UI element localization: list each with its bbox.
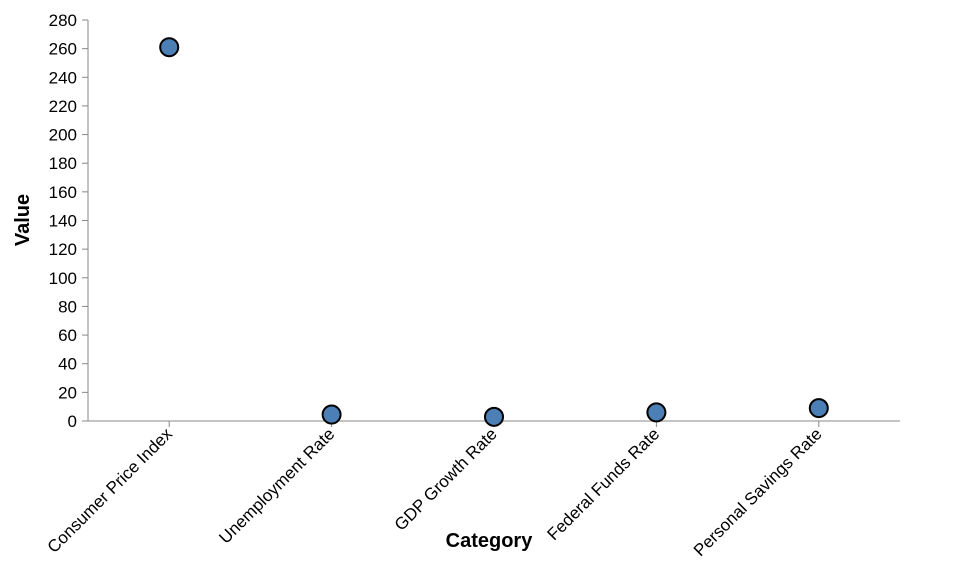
x-axis-title: Category [446,530,534,552]
y-tick-label: 240 [49,68,77,87]
y-tick-label: 20 [58,383,77,402]
y-tick-label: 60 [58,326,77,345]
y-tick-label: 100 [49,269,77,288]
data-point [808,398,829,419]
y-tick-label: 280 [49,11,77,30]
y-tick-label: 220 [49,97,77,116]
y-axis-title: Value [12,194,34,246]
x-tick-label: GDP Growth Rate [391,424,501,534]
x-tick-label: Federal Funds Rate [544,424,664,544]
y-ticks: 0 20 40 60 80 100 120 140 160 180 200 220 240 260 280 [49,11,88,431]
x-ticks: Consumer Price Index Unemployment Rate GDP… [44,421,826,560]
y-tick-label: 80 [58,297,77,316]
x-tick-label: Personal Savings Rate [690,424,826,560]
data-point [159,37,180,58]
y-tick-label: 40 [58,355,77,374]
data-points [159,37,829,427]
y-tick-label: 160 [49,183,77,202]
y-tick-label: 140 [49,212,77,231]
y-tick-label: 120 [49,240,77,259]
data-point [646,402,667,423]
y-tick-label: 260 [49,40,77,59]
x-tick-label: Unemployment Rate [215,424,338,547]
y-tick-label: 200 [49,126,77,145]
y-axis: 0 20 40 60 80 100 120 140 160 180 200 220 240 260 280 [49,11,89,431]
data-point [321,404,342,425]
data-point [484,406,504,427]
y-tick-label: 180 [49,154,77,173]
x-tick-label: Consumer Price Index [44,424,177,557]
y-tick-label: 0 [68,412,77,431]
